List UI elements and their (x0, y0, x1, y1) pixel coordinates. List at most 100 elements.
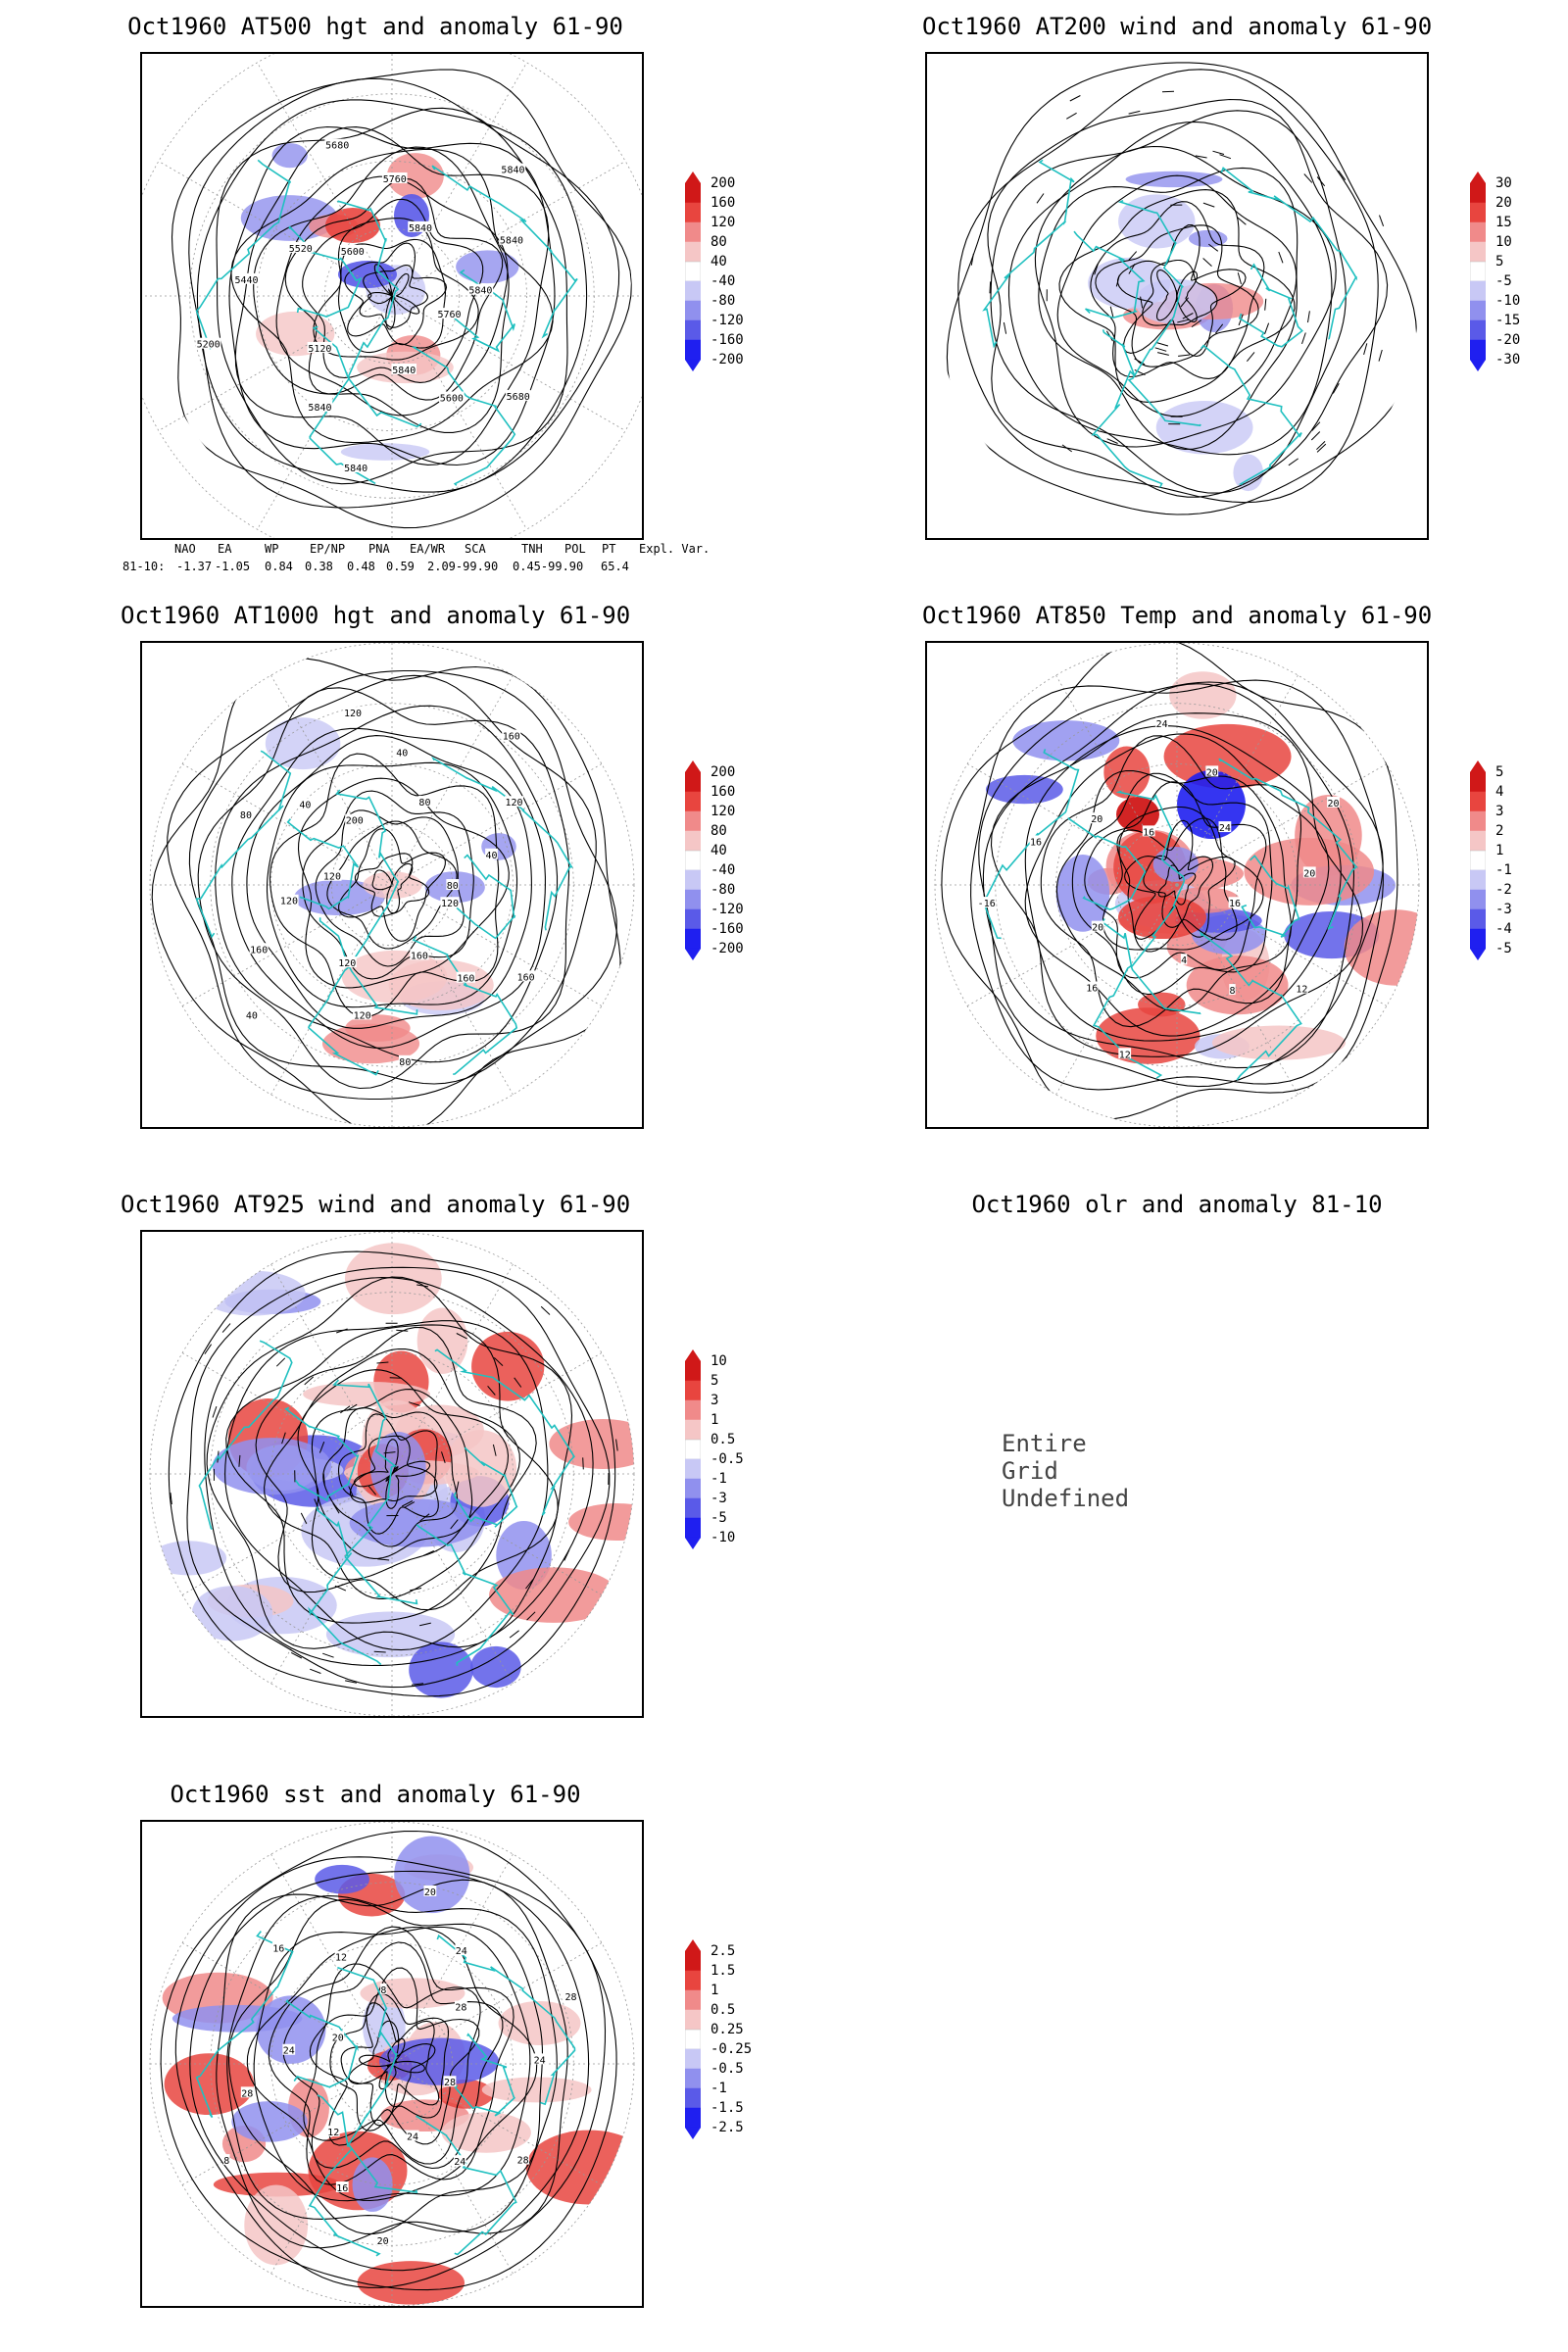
streamline-arrow (564, 1549, 570, 1561)
contour-label-bg (454, 2000, 467, 2012)
streamline-arrow (450, 1519, 459, 1530)
panel-title: Oct1960 AT850 Temp and anomaly 61-90 (922, 602, 1433, 629)
contour-line (329, 1992, 450, 2132)
contour-line (227, 1898, 544, 2234)
contour-line (982, 683, 1355, 1069)
contour-label-bg (331, 2031, 345, 2042)
streamline-arrow (238, 1454, 241, 1467)
contour-label-bg (1090, 812, 1103, 824)
colorbar-tick-label: 120 (710, 215, 736, 230)
colorbar-tick-label: 2.5 (710, 1943, 736, 1959)
anomaly-blob (1344, 909, 1419, 986)
map-svg: 120 160 160 160 80 120 120 40 160 120 120 80 40 200 12… (149, 643, 635, 1127)
contour-label-bg (533, 2053, 546, 2065)
streamline-arrow (383, 1451, 396, 1454)
streamline-arrow (1128, 110, 1141, 115)
contour-label-bg (1029, 835, 1043, 847)
index-header: WP (265, 542, 279, 556)
contour-label-bg (436, 308, 463, 319)
colorbar-segment (684, 1380, 702, 1401)
colorbar: 5 4 3 2 1 -1 -2 -3 -4 -5 (1469, 760, 1512, 970)
colorbar-tick-label: 160 (710, 195, 736, 211)
contour-label: 12 (335, 1953, 347, 1964)
contour-label-bg (240, 2086, 254, 2098)
colorbar-tick-label: -4 (1495, 921, 1512, 937)
contour-label: 40 (396, 749, 408, 760)
colorbar-segment (1469, 280, 1487, 302)
colorbar-tick-label: -15 (1495, 313, 1521, 328)
contour-label-bg (505, 389, 531, 401)
anomaly-blob (441, 2112, 531, 2153)
contour-label-bg (1295, 982, 1308, 994)
colorbar-segment (684, 2087, 702, 2109)
streamline-arrow (411, 1683, 424, 1686)
colorbar-segment (684, 1950, 702, 1972)
contour-line (253, 1926, 531, 2202)
panel-title: Oct1960 AT500 hgt and anomaly 61-90 (127, 13, 623, 40)
meridian-line (270, 1473, 393, 1685)
colorbar-tick-label: -80 (710, 293, 736, 309)
meridian-line (158, 295, 393, 431)
contour-line (990, 712, 1364, 1057)
contour-label: 4 (1181, 956, 1187, 966)
coastline (412, 936, 518, 1075)
meridian-line (270, 674, 393, 886)
contour-line (303, 1963, 481, 2165)
contour-label-bg (279, 894, 299, 906)
meridian-line (966, 763, 1178, 886)
contour-line (1056, 174, 1298, 417)
colorbar-tick-label: -10 (1495, 293, 1521, 309)
index-header: POL (564, 542, 586, 556)
index-value: -1.37 (176, 560, 213, 573)
streamline-arrow (1264, 298, 1267, 311)
coastline (337, 200, 422, 428)
anomaly-blob (344, 1243, 442, 1315)
streamline-arrow (493, 1357, 504, 1366)
streamline-arrow (1115, 274, 1120, 287)
contour-line (297, 777, 510, 989)
anomaly-blob (1055, 855, 1110, 932)
coastline (411, 346, 516, 486)
contour-line (337, 1413, 439, 1535)
streamline-arrow (304, 1376, 315, 1386)
contour-label: 20 (1092, 923, 1103, 934)
streamline-arrow (404, 1501, 416, 1508)
contour-line (1058, 189, 1296, 403)
contour-line (302, 790, 474, 980)
contour-label: 5840 (501, 166, 524, 176)
colorbar-segment (684, 261, 702, 282)
contour-label: 5840 (344, 464, 368, 474)
streamline-arrow (334, 1585, 347, 1592)
streamline-arrow (514, 1377, 522, 1388)
contour-line (1157, 864, 1197, 906)
coastline (453, 1446, 518, 1528)
meridian-line (1176, 763, 1388, 886)
streamline-arrow (1066, 112, 1077, 120)
contour-label: 40 (246, 1011, 258, 1022)
contour-label-bg (353, 1008, 372, 1020)
contour-label-bg (502, 729, 521, 741)
contour-line (338, 828, 446, 942)
contour-line (371, 862, 414, 914)
contour-label: 20 (1327, 799, 1339, 809)
streamline-arrow (376, 1361, 389, 1364)
colorbar-bottom-arrow (685, 360, 701, 371)
contour-label-bg (324, 138, 351, 150)
streamline-arrow (1094, 263, 1099, 275)
contour-label: 120 (280, 897, 298, 907)
contour-line (1143, 855, 1214, 928)
contour-line (344, 242, 448, 346)
index-row-label: 81-10: (122, 560, 166, 573)
contour-label-bg (337, 956, 357, 968)
colorbar-segment (684, 850, 702, 871)
colorbar-top-arrow (685, 760, 701, 772)
contour-label: 8 (223, 2156, 229, 2167)
streamline-arrow (275, 1357, 286, 1367)
contour-line (340, 2002, 440, 2127)
contour-line (269, 753, 500, 1018)
index-value: -1.05 (215, 560, 251, 573)
contour-label-bg (398, 1054, 412, 1066)
streamline-arrow (1069, 95, 1081, 102)
colorbar-tick-label: -40 (710, 273, 736, 289)
streamline-arrow (1316, 176, 1326, 187)
